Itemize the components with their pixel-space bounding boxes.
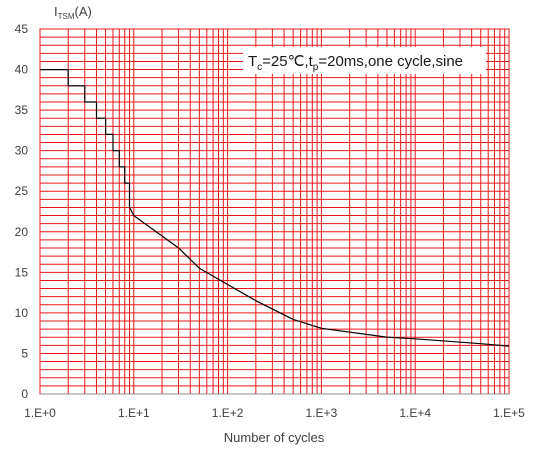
x-tick-label: 1.E+2 <box>212 406 244 420</box>
y-tick-label: 40 <box>15 63 29 77</box>
annotation-text: =25℃,t <box>262 53 313 70</box>
x-axis-ticks: 1.E+0 1.E+1 1.E+2 1.E+3 1.E+4 1.E+5 <box>24 406 525 420</box>
x-tick-label: 1.E+4 <box>399 406 431 420</box>
plot-frame <box>40 29 509 394</box>
annotation-text: T <box>248 53 257 70</box>
x-axis-title: Number of cycles <box>224 430 325 445</box>
y-tick-label: 10 <box>15 306 29 320</box>
annotation-text: =20ms,one cycle,sine <box>318 53 463 70</box>
x-tick-label: 1.E+3 <box>306 406 338 420</box>
x-tick-label: 1.E+1 <box>118 406 150 420</box>
x-tick-label: 1.E+0 <box>24 406 56 420</box>
y-tick-label: 30 <box>15 144 29 158</box>
y-axis-ticks: 0 5 10 15 20 25 30 35 40 45 <box>15 22 29 401</box>
y-tick-label: 20 <box>15 225 29 239</box>
y-tick-label: 35 <box>15 103 29 117</box>
y-tick-label: 45 <box>15 22 29 36</box>
y-tick-label: 0 <box>21 387 28 401</box>
y-axis-title-sub: TSM <box>58 12 75 21</box>
x-tick-label: 1.E+5 <box>493 406 525 420</box>
plot-border <box>40 29 509 394</box>
y-tick-label: 15 <box>15 265 29 279</box>
y-axis-title: ITSM(A) <box>54 4 92 21</box>
y-axis-title-unit: (A) <box>75 4 92 19</box>
y-tick-label: 25 <box>15 184 29 198</box>
y-tick-label: 5 <box>21 346 28 360</box>
grid <box>40 29 509 394</box>
